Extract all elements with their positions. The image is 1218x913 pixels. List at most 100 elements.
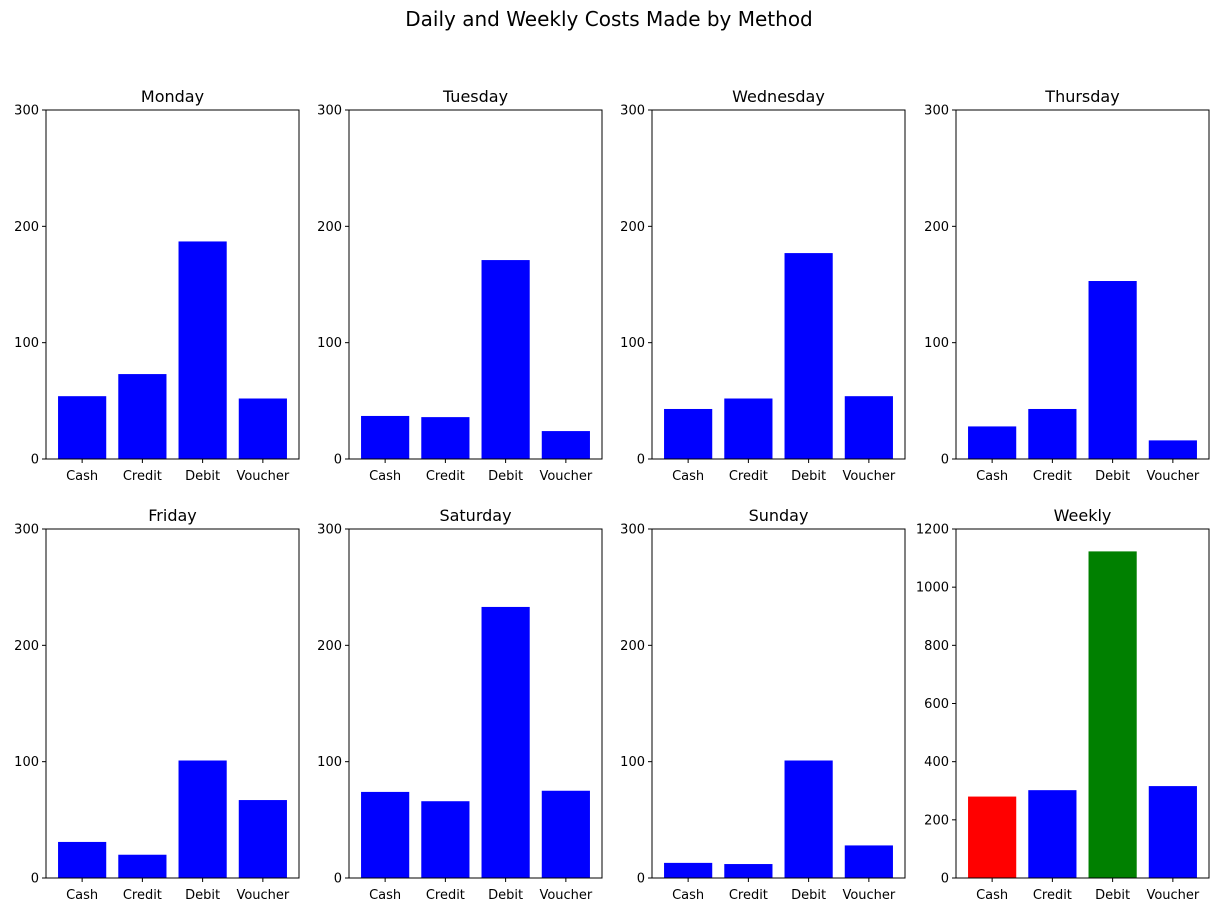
- x-tick-label: Voucher: [236, 469, 289, 484]
- x-tick-label: Voucher: [842, 469, 895, 484]
- bar-debit: [1088, 551, 1137, 878]
- y-tick-label: 300: [924, 104, 949, 119]
- y-tick-label: 200: [924, 813, 949, 828]
- y-tick-label: 300: [620, 523, 645, 538]
- x-tick-label: Debit: [791, 469, 826, 484]
- subplot-title: Thursday: [1044, 87, 1119, 106]
- y-tick-label: 200: [620, 220, 645, 235]
- subplot-title: Sunday: [749, 506, 809, 525]
- x-tick-label: Cash: [369, 888, 401, 903]
- y-tick-label: 0: [31, 453, 39, 468]
- subplot-title: Friday: [148, 506, 197, 525]
- y-tick-label: 1200: [916, 523, 949, 538]
- x-tick-label: Cash: [66, 469, 98, 484]
- y-tick-label: 100: [14, 755, 39, 770]
- bar-cash: [361, 415, 410, 459]
- bar-voucher: [1148, 440, 1197, 459]
- y-tick-label: 300: [14, 104, 39, 119]
- subplot-title: Saturday: [439, 506, 511, 525]
- bar-credit: [421, 801, 470, 878]
- bar-cash: [58, 841, 107, 878]
- x-tick-label: Cash: [672, 888, 704, 903]
- bar-voucher: [844, 845, 893, 878]
- axes-frame: [348, 109, 603, 460]
- x-tick-label: Cash: [369, 469, 401, 484]
- y-tick-label: 100: [620, 336, 645, 351]
- x-tick-label: Debit: [791, 888, 826, 903]
- y-tick-label: 0: [334, 872, 342, 887]
- axes-frame: [348, 528, 603, 879]
- bar-cash: [664, 408, 713, 459]
- y-tick-label: 100: [317, 755, 342, 770]
- bar-debit: [1088, 281, 1137, 459]
- bar-cash: [664, 862, 713, 878]
- subplot-monday: Monday 0 100 200 300 Cash Credit Debit Voucher: [14, 87, 300, 484]
- bar-voucher: [238, 800, 287, 878]
- x-tick-label: Credit: [1033, 888, 1072, 903]
- subplot-wednesday: Wednesday 0 100 200 300 Cash Credit Debit Vouche…: [620, 87, 906, 484]
- subplot-title: Tuesday: [442, 87, 508, 106]
- x-tick-label: Cash: [976, 888, 1008, 903]
- x-tick-label: Voucher: [1146, 888, 1199, 903]
- y-tick-label: 300: [317, 104, 342, 119]
- subplot-title: Monday: [141, 87, 204, 106]
- bar-debit: [178, 241, 227, 459]
- x-tick-label: Debit: [185, 888, 220, 903]
- figure-title: Daily and Weekly Costs Made by Method: [405, 7, 813, 31]
- y-tick-label: 200: [317, 639, 342, 654]
- axes-frame: [955, 109, 1210, 460]
- bar-voucher: [541, 790, 590, 878]
- y-tick-label: 100: [620, 755, 645, 770]
- y-tick-label: 0: [31, 872, 39, 887]
- x-tick-label: Debit: [185, 469, 220, 484]
- bar-debit: [178, 760, 227, 878]
- subplot-title: Wednesday: [732, 87, 825, 106]
- y-tick-label: 0: [334, 453, 342, 468]
- bar-debit: [481, 606, 530, 878]
- bar-credit: [724, 398, 773, 459]
- axes-frame: [45, 528, 300, 879]
- x-tick-label: Credit: [729, 888, 768, 903]
- x-tick-label: Credit: [123, 888, 162, 903]
- bar-debit: [784, 760, 833, 878]
- bar-credit: [1028, 408, 1077, 459]
- y-tick-label: 800: [924, 639, 949, 654]
- subplot-thursday: Thursday 0 100 200 300 Cash Credit Debit Voucher: [924, 87, 1210, 484]
- y-tick-label: 200: [620, 639, 645, 654]
- y-tick-label: 0: [637, 453, 645, 468]
- bar-cash: [58, 396, 107, 459]
- bar-credit: [1028, 790, 1077, 878]
- x-tick-label: Voucher: [539, 888, 592, 903]
- y-tick-label: 0: [941, 872, 949, 887]
- x-tick-label: Credit: [426, 888, 465, 903]
- y-tick-label: 400: [924, 755, 949, 770]
- bar-cash: [968, 426, 1017, 459]
- y-tick-label: 100: [924, 336, 949, 351]
- subplot-sunday: Sunday 0 100 200 300 Cash Credit Debit Voucher: [620, 506, 906, 903]
- y-tick-label: 0: [941, 453, 949, 468]
- bar-credit: [118, 854, 167, 878]
- bar-voucher: [844, 396, 893, 459]
- y-tick-label: 600: [924, 697, 949, 712]
- x-tick-label: Cash: [672, 469, 704, 484]
- subplot-title: Weekly: [1054, 506, 1112, 525]
- x-tick-label: Debit: [488, 469, 523, 484]
- x-tick-label: Debit: [488, 888, 523, 903]
- subplot-saturday: Saturday 0 100 200 300 Cash Credit Debit Voucher: [317, 506, 603, 903]
- bar-debit: [784, 253, 833, 459]
- x-tick-label: Debit: [1095, 888, 1130, 903]
- y-tick-label: 0: [637, 872, 645, 887]
- subplot-friday: Friday 0 100 200 300 Cash Credit Debit Voucher: [14, 506, 300, 903]
- axes-frame: [651, 528, 906, 879]
- y-tick-label: 200: [924, 220, 949, 235]
- bar-debit: [481, 260, 530, 459]
- x-tick-label: Voucher: [539, 469, 592, 484]
- y-tick-label: 1000: [916, 581, 949, 596]
- y-tick-label: 100: [14, 336, 39, 351]
- bar-credit: [421, 417, 470, 459]
- axes-frame: [651, 109, 906, 460]
- y-tick-label: 300: [317, 523, 342, 538]
- subplot-grid: Monday 0 100 200 300 Cash Credit Debit Voucher Tu…: [14, 87, 1210, 903]
- y-tick-label: 200: [317, 220, 342, 235]
